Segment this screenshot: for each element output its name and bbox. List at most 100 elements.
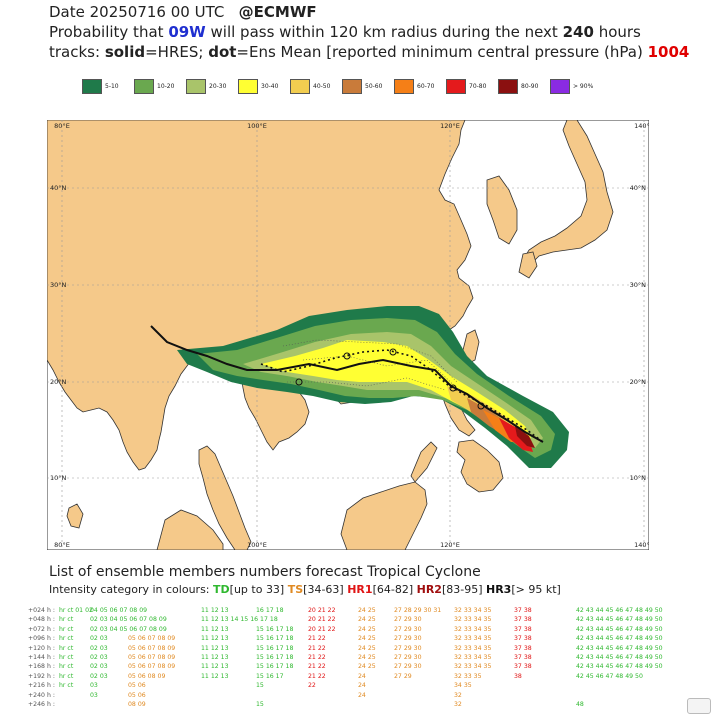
legend-label: 80-90 xyxy=(521,83,539,90)
cat-ts-range: [34-63] xyxy=(303,583,344,596)
lat-labels-right: 40°N 30°N 20°N 10°N xyxy=(630,184,647,482)
member-group: 05 06 xyxy=(128,682,146,690)
member-group: 42 43 44 45 46 47 48 49 50 xyxy=(576,616,663,624)
cat-ts: TS xyxy=(287,583,304,596)
member-group: 32 33 34 35 xyxy=(454,616,492,624)
member-group: 11 12 13 xyxy=(201,672,229,680)
member-group: 02 03 04 05 06 07 08 09 xyxy=(90,616,167,624)
member-group: 32 33 34 35 xyxy=(454,625,492,633)
member-group: 02 03 xyxy=(90,663,108,671)
member-group: 15 16 17 18 xyxy=(256,653,294,661)
member-group: 32 33 34 35 xyxy=(454,644,492,652)
legend-label: 10-20 xyxy=(157,83,175,90)
hres-track xyxy=(150,325,544,443)
row-lead-time: +072 h : xyxy=(28,625,55,633)
member-group: 48 xyxy=(576,700,584,708)
ensemble-row: +048 h : hr ct 02 03 04 05 06 07 08 09 11 1… xyxy=(28,615,688,624)
member-group: 20 21 22 xyxy=(308,607,336,614)
lat-label: 30°N xyxy=(630,281,647,289)
legend-item: 30-40 xyxy=(238,79,290,94)
header-line-3: tracks: solid=HRES; dot=Ens Mean [report… xyxy=(49,42,689,62)
member-group: 15 16 17 18 xyxy=(256,644,294,652)
member-group: 11 12 13 xyxy=(201,607,229,614)
member-group: 11 12 13 14 15 16 17 18 xyxy=(201,616,278,624)
member-group: 15 16 17 18 xyxy=(256,663,294,671)
legend-item: > 90% xyxy=(550,79,602,94)
member-group: 24 25 xyxy=(358,653,376,661)
member-group: hr ct xyxy=(59,653,74,661)
lon-label: 80°E xyxy=(54,541,70,549)
legend-swatch xyxy=(394,79,414,94)
legend-item: 5-10 xyxy=(82,79,134,94)
member-group: 24 25 xyxy=(358,616,376,624)
member-group: 03 xyxy=(90,682,98,690)
legend-item: 50-60 xyxy=(342,79,394,94)
row-lead-time: +048 h : xyxy=(28,616,55,624)
member-group: hr ct xyxy=(59,635,74,643)
member-group: hr ct xyxy=(59,625,74,633)
member-group: 21 22 xyxy=(308,644,326,652)
member-group: 37 38 xyxy=(514,663,532,671)
lat-label: 40°N xyxy=(50,184,67,192)
member-group: 38 xyxy=(514,672,522,680)
member-group: 05 06 08 09 xyxy=(128,672,166,680)
member-group: 42 43 44 45 46 47 48 49 50 xyxy=(576,644,663,652)
lon-label: 120°E xyxy=(440,541,460,549)
member-group: 27 29 xyxy=(394,672,412,680)
ensemble-tracks-gray xyxy=(282,339,460,391)
member-group: 42 43 44 45 46 47 48 49 50 xyxy=(576,635,663,643)
member-group: hr ct xyxy=(59,672,74,680)
legend-label: 5-10 xyxy=(105,83,119,90)
ensemble-row: +246 h : 08 09 15 32 48 xyxy=(28,700,688,709)
member-group: 32 33 34 35 xyxy=(454,635,492,643)
legend-label: 50-60 xyxy=(365,83,383,90)
member-group: 24 25 xyxy=(358,625,376,633)
legend-swatch xyxy=(342,79,362,94)
member-group: hr ct xyxy=(59,682,74,690)
probability-swath xyxy=(177,306,569,468)
legend-label: 70-80 xyxy=(469,83,487,90)
member-group: 37 38 xyxy=(514,616,532,624)
lat-label: 10°N xyxy=(50,474,67,482)
ensemble-row: +240 h : 03 05 06 24 32 xyxy=(28,691,688,700)
member-group: 15 xyxy=(256,682,264,690)
member-group: 42 43 44 45 46 47 48 49 50 xyxy=(576,663,663,671)
member-group: 32 xyxy=(454,691,462,699)
land-palawan xyxy=(410,441,438,483)
ensemble-row: +192 h : hr ct 02 03 05 06 08 09 11 12 13 15 … xyxy=(28,672,688,681)
land-malay-peninsula xyxy=(198,445,252,551)
legend-swatch xyxy=(550,79,570,94)
member-group: 32 xyxy=(454,700,462,708)
member-group: 27 28 29 30 31 xyxy=(394,607,442,614)
ensemble-row: +144 h : hr ct 02 03 05 06 07 08 09 11 12 13… xyxy=(28,653,688,662)
header-line-1: Date 20250716 00 UTC @ECMWF xyxy=(49,2,317,22)
member-group: 02 03 xyxy=(90,672,108,680)
probability-legend: 5-10 10-20 20-30 30-40 40-50 50-60 60-70 70-80 8… xyxy=(82,79,602,94)
lat-label: 30°N xyxy=(50,281,67,289)
legend-item: 40-50 xyxy=(290,79,342,94)
member-group: 21 22 xyxy=(308,663,326,671)
member-group: 27 29 30 xyxy=(394,644,422,652)
row-lead-time: +120 h : xyxy=(28,644,55,652)
ensemble-row: +216 h : hr ct 03 05 06 15 22 24 34 35 xyxy=(28,681,688,690)
member-group: 15 16 17 18 xyxy=(256,635,294,643)
member-group: 32 33 34 35 xyxy=(454,663,492,671)
legend-label: 40-50 xyxy=(313,83,331,90)
swath-80-90 xyxy=(515,426,535,448)
swath-30-40 xyxy=(261,340,531,440)
ensemble-list-title: List of ensemble members numbers forecas… xyxy=(49,564,481,580)
member-group: 32 33 34 35 xyxy=(454,653,492,661)
solid-def: =HRES; xyxy=(145,43,204,61)
legend-item: 60-70 xyxy=(394,79,446,94)
cat-hr3: HR3 xyxy=(486,583,512,596)
legend-swatch xyxy=(134,79,154,94)
legend-label: 30-40 xyxy=(261,83,279,90)
lat-label: 20°N xyxy=(50,378,67,386)
member-group: 32 33 35 xyxy=(454,672,482,680)
forecast-hours: 240 xyxy=(562,23,594,41)
legend-swatch xyxy=(446,79,466,94)
cat-td: TD xyxy=(213,583,230,596)
member-group: 03 xyxy=(90,691,98,699)
member-group: 37 38 xyxy=(514,635,532,643)
